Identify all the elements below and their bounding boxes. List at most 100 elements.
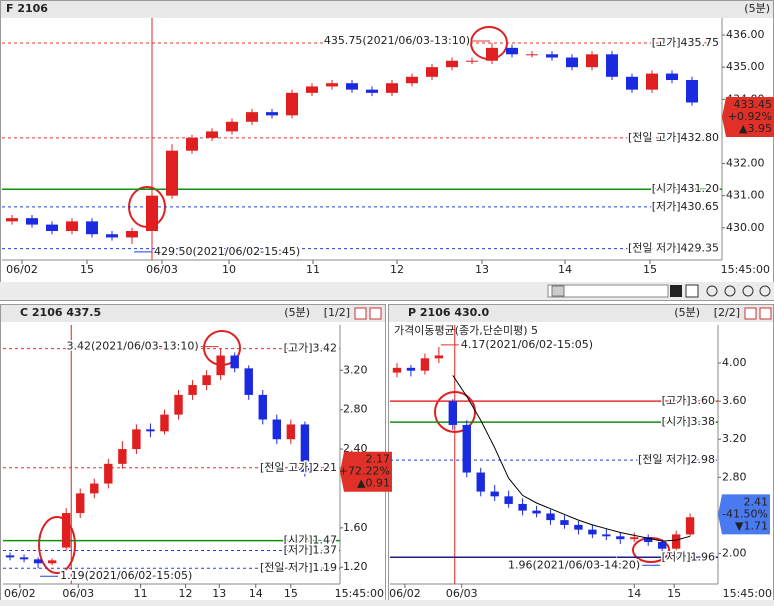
candle-body [420, 358, 430, 371]
price-box [718, 494, 770, 535]
candle-body [106, 234, 118, 238]
window-button[interactable] [744, 307, 757, 320]
candle-body [602, 534, 611, 537]
y-tick-label: 2.80 [722, 470, 747, 483]
header-bar [0, 305, 386, 322]
time-label: 15:45:00 [723, 587, 772, 600]
candle-body [104, 463, 113, 484]
chart-title: F 2106 [6, 2, 48, 15]
candle-body [666, 73, 678, 81]
x-tick-label: 06/03 [62, 587, 94, 600]
page-indicator: [1/2] [324, 306, 350, 319]
toolbar-buttons [670, 284, 771, 298]
reference-label: [고가]3.42 [284, 342, 337, 355]
timeframe: (5분) [674, 306, 700, 319]
price-box-price: 433.45 [734, 98, 773, 111]
candle-body [286, 424, 296, 440]
legend-entry: 가격이동평균(종가,단순미평) 5 [394, 324, 538, 337]
close-button[interactable] [759, 307, 772, 320]
y-tick-label: 2.00 [722, 546, 747, 559]
reference-label: [저가]1.37 [284, 543, 337, 556]
y-tick-label: 1.60 [343, 521, 368, 534]
button[interactable] [724, 285, 736, 297]
candle-body [174, 394, 183, 415]
y-tick-label: 1.20 [343, 560, 368, 573]
reference-label: [시가]1.47 [284, 534, 337, 547]
candle-body [346, 83, 358, 90]
timeframe: (5분) [744, 2, 770, 15]
candle-body [406, 367, 416, 371]
candle-body [66, 221, 78, 232]
candle-body [306, 86, 318, 93]
candle-body [258, 394, 267, 420]
x-tick-label: 06/02 [389, 587, 421, 600]
reference-label: [고가]3.60 [662, 394, 715, 407]
y-tick-label: 431.00 [726, 189, 765, 202]
candle-body [504, 496, 513, 504]
y-tick-label: 4.00 [722, 356, 747, 369]
candle-body [671, 534, 681, 549]
x-tick-label: 12 [179, 587, 193, 600]
candle-body [230, 355, 239, 369]
candle-body [386, 83, 398, 93]
x-tick-label: 11 [306, 263, 320, 276]
y-tick-label: 432.00 [726, 157, 765, 170]
candle-body [486, 47, 498, 61]
x-tick-label: 15 [643, 263, 657, 276]
price-box-diff: ▲3.95 [739, 122, 772, 135]
candle-body [188, 385, 197, 395]
candle-body [366, 89, 378, 93]
candle-body [300, 424, 310, 472]
button[interactable] [742, 285, 754, 297]
candle-body [434, 355, 444, 359]
candle-body [686, 80, 698, 103]
x-tick-label: 14 [249, 587, 263, 600]
x-tick-label: 11 [134, 587, 148, 600]
button[interactable] [706, 285, 718, 297]
close-button[interactable] [369, 307, 382, 320]
x-tick-label: 06/02 [4, 587, 36, 600]
candle-body [19, 557, 29, 560]
chart-title: C 2106 437.5 [20, 306, 101, 319]
candle-body [166, 150, 178, 196]
window-button[interactable] [354, 307, 367, 320]
x-tick-label: 12 [390, 263, 404, 276]
candle-body [644, 537, 653, 543]
scroll-thumb[interactable] [551, 285, 565, 297]
candle-body [90, 483, 99, 494]
candle-body [146, 195, 158, 232]
candle-body [588, 529, 597, 535]
header-bar [388, 305, 774, 322]
candle-body [462, 424, 471, 473]
candle-body [326, 83, 338, 87]
candle-body [226, 121, 238, 132]
annotation: 429.50(2021/06/02-15:45) [154, 245, 300, 258]
y-tick-label: 430.00 [726, 221, 765, 234]
annotation: 4.17(2021/06/02-15:05) [461, 338, 593, 351]
candle-body [392, 367, 402, 373]
candle-body [76, 493, 85, 514]
price-box-price: 2.17 [366, 453, 391, 466]
price-box-change: -41.50% [722, 507, 768, 520]
y-tick-label: 435.00 [726, 60, 765, 73]
candle-body [532, 510, 541, 514]
price-box-diff: ▲0.91 [357, 477, 390, 490]
candle-body [244, 368, 253, 395]
button[interactable] [670, 285, 682, 297]
candle-body [126, 231, 138, 238]
price-box-change: +72.22% [339, 465, 390, 478]
scrollbar[interactable] [547, 284, 669, 298]
button[interactable] [685, 284, 699, 298]
candle-body [160, 414, 169, 432]
moving-average-line [452, 375, 691, 542]
button[interactable] [759, 285, 771, 297]
candle-body [646, 73, 658, 90]
candle-body [546, 54, 558, 58]
price-box-change: +0.92% [728, 110, 772, 123]
y-tick-label: 2.80 [343, 403, 368, 416]
reference-label: [전일 고가]432.80 [628, 130, 719, 144]
candle-body [446, 60, 458, 68]
toolbar [0, 600, 774, 606]
chart-title: P 2106 430.0 [408, 306, 489, 319]
annotation: 3.42(2021/06/03-13:10) [66, 340, 198, 353]
